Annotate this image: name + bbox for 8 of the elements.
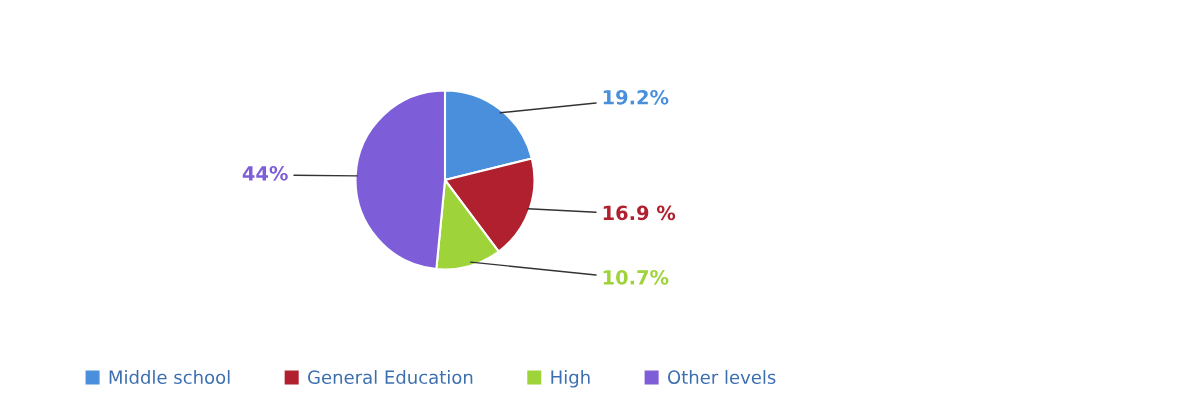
legend-label: General Education <box>308 370 473 385</box>
data-label: 16.9 % <box>603 205 676 221</box>
legend-label: Middle school <box>109 370 230 385</box>
data-label: 19.2% <box>603 89 669 105</box>
data-label: 10.7% <box>603 270 669 285</box>
legend-label: Other levels <box>667 370 776 385</box>
data-label: 44% <box>242 165 288 181</box>
legend-label: High <box>551 370 590 388</box>
